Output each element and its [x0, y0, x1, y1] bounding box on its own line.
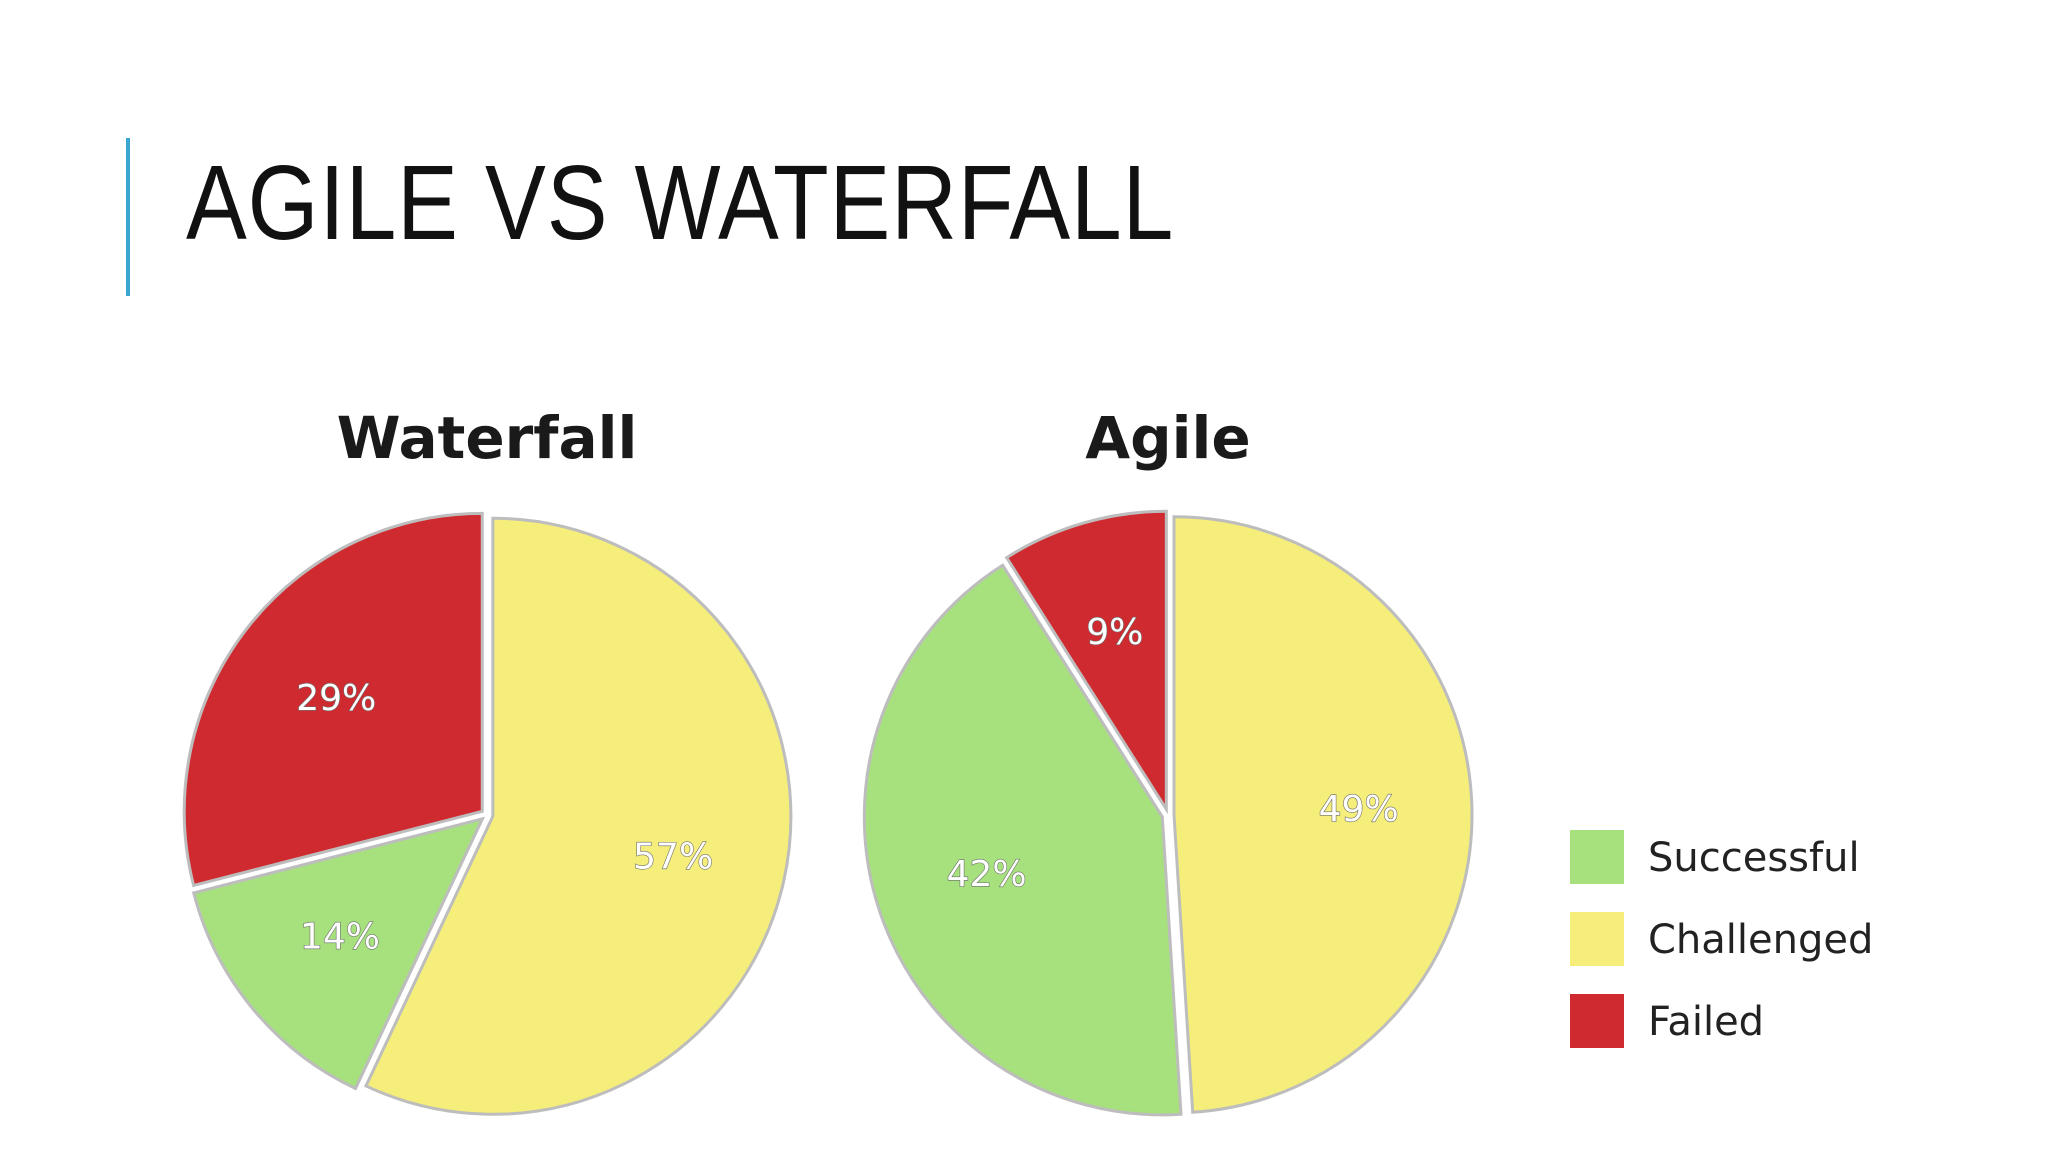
agile-slice-challenged [1172, 515, 1474, 1114]
waterfall-pie-chart: Waterfall 57% 14% 29% [182, 404, 793, 1116]
legend-swatch-successful [1570, 830, 1624, 884]
agile-chart-title: Agile [1085, 404, 1251, 472]
waterfall-slice-successful [191, 816, 486, 1091]
chart-legend: Successful Challenged Failed [1570, 830, 1873, 1048]
agile-label-challenged: 49% [1319, 789, 1399, 830]
legend-label-challenged: Challenged [1648, 917, 1873, 963]
waterfall-chart-title: Waterfall [337, 404, 638, 472]
agile-slice-labels: 49% 42% 9% [946, 611, 1399, 895]
agile-slices [862, 509, 1474, 1117]
agile-slice-failed [1004, 509, 1168, 815]
waterfall-slice-labels: 57% 14% 29% [296, 677, 714, 958]
legend-swatch-failed [1570, 994, 1624, 1048]
legend-label-failed: Failed [1648, 999, 1764, 1045]
waterfall-slices [182, 511, 793, 1116]
agile-slice-successful [862, 563, 1183, 1117]
waterfall-label-failed: 29% [296, 678, 376, 719]
waterfall-label-challenged: 57% [633, 837, 713, 878]
legend-label-successful: Successful [1648, 835, 1860, 881]
waterfall-slice-challenged [363, 516, 793, 1116]
slide-title: AGILE VS WATERFALL [186, 144, 1175, 262]
legend-swatch-challenged [1570, 912, 1624, 966]
agile-label-successful: 42% [947, 854, 1027, 895]
waterfall-slice-failed [182, 511, 484, 888]
agile-label-failed: 9% [1086, 612, 1143, 653]
waterfall-label-successful: 14% [300, 917, 380, 958]
title-accent-bar [126, 138, 130, 296]
agile-pie-chart: Agile 49% 42% 9% [862, 404, 1474, 1117]
